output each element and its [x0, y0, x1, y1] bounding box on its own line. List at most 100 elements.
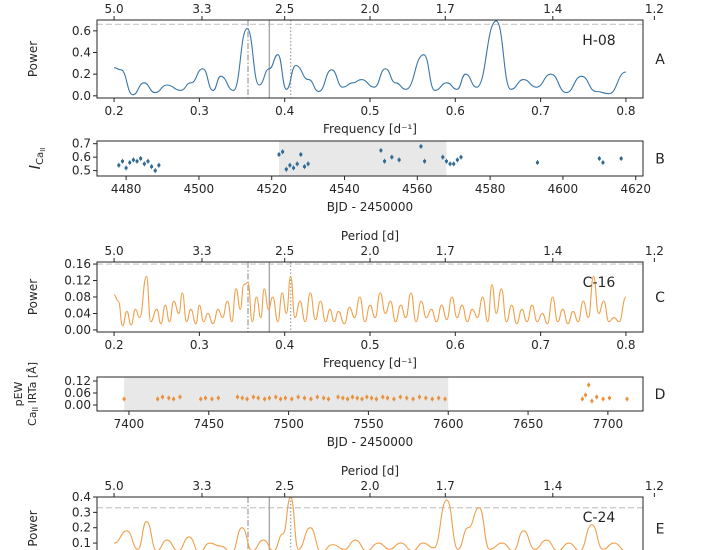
data-point [153, 169, 157, 173]
y-tick-label: 0.12 [64, 274, 91, 288]
data-point [302, 396, 307, 400]
data-point [595, 395, 599, 399]
x-tick-label: 7400 [114, 417, 145, 431]
data-point [360, 397, 364, 401]
data-point [444, 159, 449, 163]
data-point [156, 397, 160, 401]
star-id-label: H-08 [582, 33, 615, 49]
axes-frame [96, 19, 644, 99]
shaded-region [124, 377, 449, 411]
data-point [309, 397, 313, 401]
data-point [381, 395, 385, 399]
data-point [437, 396, 441, 400]
top-tick-label: 1.4 [543, 479, 562, 493]
y-tick-label: 0.1 [72, 536, 91, 550]
y-label-subsub: II [39, 148, 47, 152]
x-tick-label: 7500 [273, 417, 304, 431]
x-tick-label: 0.5 [360, 104, 379, 118]
x-tick-label: 4480 [111, 182, 142, 196]
x-axis-label: Frequency [d⁻¹] [323, 122, 417, 136]
data-point [424, 396, 428, 400]
x-tick-label: 0.7 [531, 104, 550, 118]
data-point [341, 396, 345, 400]
data-point [178, 395, 182, 399]
x-tick-label: 0.4 [275, 104, 294, 118]
y-tick-label: 0.4 [72, 46, 91, 60]
data-point [411, 397, 415, 401]
y-tick-label: 0.2 [72, 67, 91, 81]
data-point [382, 159, 387, 163]
data-point [131, 158, 135, 162]
data-point [535, 160, 540, 165]
y-tick-label: 0.2 [72, 521, 91, 535]
y-label-main: I [26, 164, 44, 169]
data-point [210, 397, 214, 401]
data-point [390, 155, 394, 159]
top-tick-label: 1.2 [645, 244, 664, 258]
x-tick-label: 4520 [256, 182, 287, 196]
data-point [235, 395, 240, 399]
y-label-ca: Ca [26, 412, 39, 426]
panel-letter: A [655, 52, 665, 68]
data-point [216, 396, 220, 400]
y-tick-label: 0.00 [64, 323, 91, 337]
top-axis-label: Period [d] [341, 229, 399, 243]
top-tick-label: 2.0 [360, 2, 379, 16]
data-point [625, 397, 629, 401]
y-tick-label: 0.16 [64, 257, 91, 271]
data-point [283, 396, 287, 400]
data-point [443, 397, 447, 401]
data-point [322, 396, 326, 400]
plot-area-d [122, 377, 629, 411]
data-point [160, 395, 165, 399]
top-tick-label: 2.5 [275, 2, 294, 16]
y-tick-label: 0.12 [64, 374, 91, 388]
data-point [117, 163, 121, 167]
plot-area-e [97, 497, 643, 550]
data-point [336, 395, 340, 399]
x-tick-label: 4600 [548, 182, 579, 196]
panel-e: 0.10.2 0.30.4 5.0 3.3 2.5 2.0 1.7 1.4 1.2 Period … [26, 464, 664, 550]
data-point [379, 148, 383, 153]
y-label-sub: Ca [35, 152, 46, 165]
top-tick-label: 5.0 [105, 479, 124, 493]
plot-area-b [117, 141, 623, 176]
x-tick-label: 7550 [353, 417, 384, 431]
data-point [299, 152, 303, 157]
data-point [346, 397, 350, 401]
x-tick-label: 7700 [593, 417, 624, 431]
periodogram-line [113, 497, 625, 550]
data-point [419, 144, 423, 148]
data-point [281, 150, 285, 154]
y-tick-label: 0.3 [72, 505, 91, 519]
x-tick-label: 0.3 [190, 104, 209, 118]
panel-letter: E [656, 522, 665, 538]
data-point [587, 383, 591, 387]
x-axis-label: Frequency [d⁻¹] [323, 356, 417, 370]
top-tick-label: 1.7 [436, 244, 455, 258]
x-tick-label: 0.8 [616, 338, 635, 352]
x-tick-label: 4500 [184, 182, 215, 196]
x-tick-label: 4560 [402, 182, 433, 196]
x-tick-label: 4540 [329, 182, 360, 196]
panel-d: 0.000.060.12 7400 7450 7500 7550 7600 7650 7700… [12, 362, 665, 449]
x-tick-label: 4580 [475, 182, 506, 196]
x-tick-label: 0.5 [360, 338, 379, 352]
data-point [122, 397, 126, 401]
data-point [245, 397, 249, 401]
data-point [135, 159, 139, 163]
data-point [601, 160, 605, 165]
top-tick-label: 3.3 [192, 244, 211, 258]
data-point [385, 396, 390, 400]
data-point [369, 396, 374, 400]
data-point [267, 396, 272, 400]
top-tick-label: 3.3 [192, 479, 211, 493]
data-point [256, 396, 260, 400]
data-point [365, 395, 369, 399]
data-point [350, 395, 355, 399]
panel-a: 0.0 0.2 0.4 0.6 0.2 0.3 0.4 0.5 0.6 0.7 0.8 5.0 3.3 2… [26, 0, 665, 136]
data-point [355, 396, 359, 400]
y-tick-label: 0.7 [72, 137, 91, 151]
data-point [199, 397, 203, 401]
data-point [263, 397, 267, 401]
